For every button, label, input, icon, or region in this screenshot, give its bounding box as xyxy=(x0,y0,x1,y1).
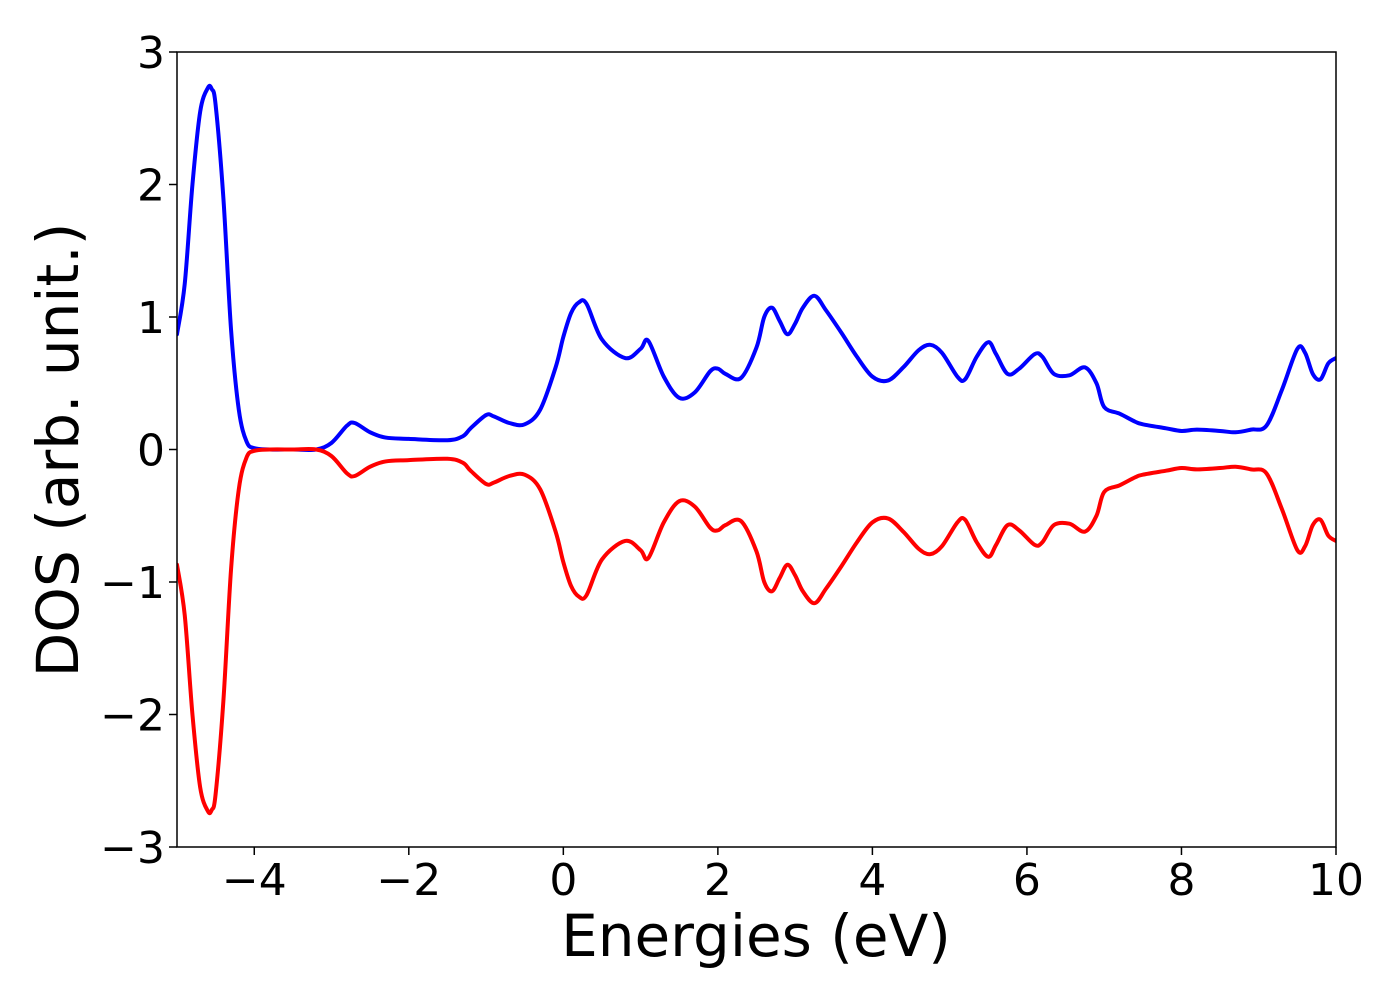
y-tick-label: 2 xyxy=(137,161,165,212)
x-tick-label: 8 xyxy=(1167,855,1195,906)
x-tick-label: −4 xyxy=(222,855,287,906)
x-tick-label: 10 xyxy=(1308,855,1364,906)
y-axis: −3 −2 −1 0 1 2 3 xyxy=(100,28,177,874)
series-line-2 xyxy=(177,447,1336,816)
x-tick-label: 2 xyxy=(704,855,732,906)
series-layer xyxy=(177,83,1336,816)
y-tick-label: 3 xyxy=(137,28,165,79)
x-tick-label: 4 xyxy=(858,855,886,906)
y-tick-label: −3 xyxy=(100,823,165,874)
y-tick-label: 0 xyxy=(137,426,165,477)
y-tick-label: −2 xyxy=(100,691,165,742)
y-tick-label: 1 xyxy=(137,293,165,344)
x-axis: −4 −2 0 2 4 6 8 10 xyxy=(222,847,1364,906)
x-axis-label: Energies (eV) xyxy=(561,902,951,970)
x-tick-label: 0 xyxy=(549,855,577,906)
series-line-1 xyxy=(177,83,1336,452)
y-tick-label: −1 xyxy=(100,558,165,609)
y-axis-label: DOS (arb. unit.) xyxy=(24,223,92,678)
x-tick-label: −2 xyxy=(376,855,441,906)
x-tick-label: 6 xyxy=(1013,855,1041,906)
plot-frame xyxy=(176,51,1337,848)
